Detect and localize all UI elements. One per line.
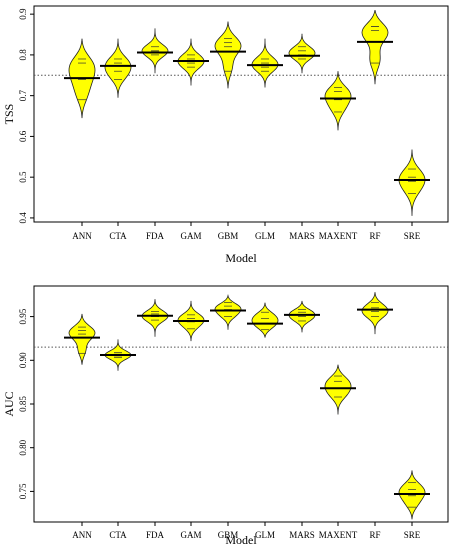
tss-x-tick-label: RF: [369, 231, 380, 241]
auc-violin-gbm: [214, 294, 242, 330]
tss-plot-frame: [33, 5, 449, 223]
tss-violins: [64, 9, 430, 216]
tss-y-axis: 0.4 0.5 0.6 0.7 0.8 0.9: [18, 8, 34, 224]
auc-x-tick-label: CTA: [109, 530, 127, 540]
auc-x-tick-label: FDA: [146, 530, 165, 540]
auc-violin-glm: [251, 302, 279, 338]
auc-violin-maxent: [324, 364, 352, 415]
auc-y-tick-label: 0.90: [18, 352, 28, 368]
tss-y-tick-label: 0.9: [18, 8, 28, 20]
tss-x-tick-label: MAXENT: [319, 231, 358, 241]
tss-x-tick-label: SRE: [404, 231, 421, 241]
tss-x-axis-label: Model: [225, 251, 257, 265]
tss-y-tick-label: 0.6: [18, 130, 28, 142]
tss-y-tick-label: 0.7: [18, 90, 28, 102]
tss-violin-sre: [398, 149, 426, 216]
tss-x-tick-label: GAM: [180, 231, 201, 241]
auc-x-axis-label: Model: [225, 533, 257, 547]
auc-y-tick-label: 0.80: [18, 439, 28, 455]
auc-x-tick-label: MARS: [289, 530, 315, 540]
tss-violin-gbm: [214, 21, 242, 89]
tss-violin-maxent: [324, 71, 352, 131]
tss-y-tick-label: 0.8: [18, 49, 28, 61]
auc-y-axis: 0.75 0.80 0.85 0.90 0.95: [18, 308, 34, 499]
tss-x-tick-label: MARS: [289, 231, 315, 241]
auc-x-axis: ANN CTA FDA GAM GBM GLM MARS MAXENT RF SRE: [72, 522, 421, 540]
auc-panel: 0.750.800.850.900.95 ANN CTA FDA GAM GBM GLM M…: [2, 285, 449, 547]
auc-violin-ann: [68, 313, 96, 365]
tss-violin-rf: [361, 9, 389, 85]
tss-y-axis-label: TSS: [2, 104, 16, 125]
tss-panel: 0.4 0.5 0.6 0.7 0.8 0.9 ANN CTA FDA GAM GBM GLM MAR…: [2, 5, 449, 265]
auc-x-tick-label: RF: [369, 530, 380, 540]
auc-y-tick-label: 0.85: [18, 396, 28, 412]
tss-x-tick-label: CTA: [109, 231, 127, 241]
auc-y-tick-label: 0.95: [18, 308, 28, 324]
auc-violin-rf: [361, 292, 389, 335]
tss-x-axis: ANN CTA FDA GAM GBM GLM MARS MAXENT RF SRE: [72, 222, 421, 241]
tss-x-tick-label: FDA: [146, 231, 165, 241]
tss-violin-mars: [288, 33, 316, 74]
auc-x-tick-label: GAM: [180, 530, 201, 540]
auc-x-tick-label: MAXENT: [319, 530, 358, 540]
auc-y-axis-label: AUC: [2, 391, 16, 416]
auc-y-tick-label: 0.75: [18, 483, 28, 499]
tss-violin-gam: [177, 38, 205, 86]
auc-x-tick-label: GLM: [255, 530, 275, 540]
tss-x-tick-label: GLM: [255, 231, 275, 241]
auc-x-tick-label: GBM: [218, 530, 239, 540]
auc-x-tick-label: ANN: [72, 530, 92, 540]
tss-x-tick-label: GBM: [218, 231, 239, 241]
tss-violin-cta: [104, 38, 132, 98]
auc-violin-fda: [141, 299, 169, 337]
auc-violins: [64, 292, 430, 520]
auc-x-tick-label: SRE: [404, 530, 421, 540]
tss-y-tick-label: 0.5: [18, 171, 28, 183]
tss-y-tick-label: 0.4: [18, 212, 28, 224]
tss-x-tick-label: ANN: [72, 231, 92, 241]
auc-plot-frame: [33, 285, 449, 523]
